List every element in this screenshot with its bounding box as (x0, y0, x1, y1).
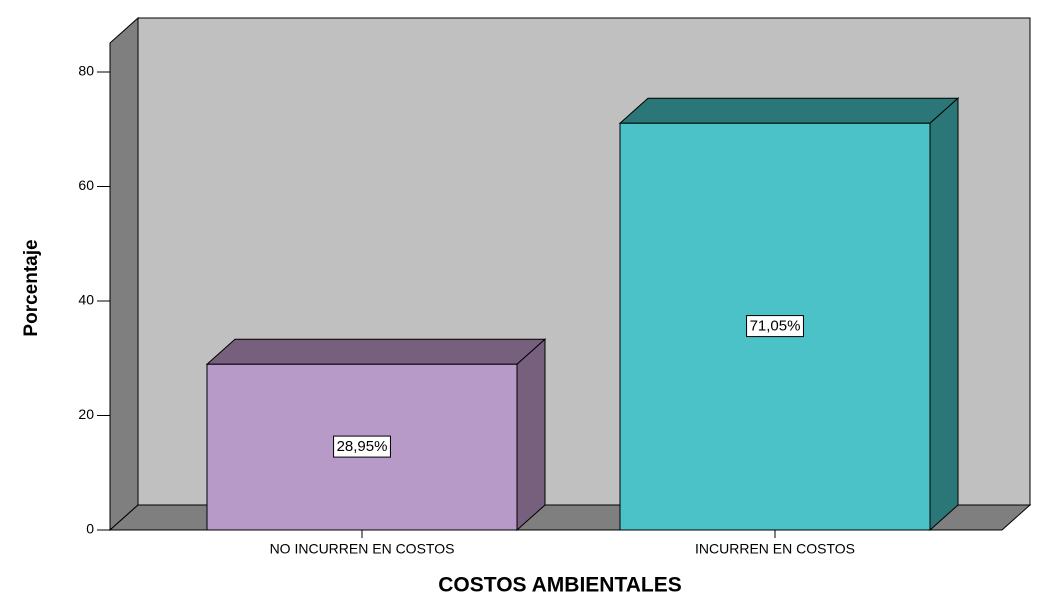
x-tick-label: INCURREN EN COSTOS (695, 541, 855, 557)
value-label-box (333, 435, 391, 458)
bar-top (205, 338, 547, 365)
y-tick-label: 0 (86, 521, 94, 537)
value-label: 28,95% (337, 438, 388, 455)
x-tick-label: NO INCURREN EN COSTOS (270, 541, 455, 557)
bar-side (929, 97, 959, 532)
y-tick-label: 40 (78, 292, 94, 308)
bar-top (618, 97, 960, 124)
y-tick-label: 80 (78, 63, 94, 79)
value-label: 71,05% (750, 318, 801, 335)
x-axis-title: COSTOS AMBIENTALES (438, 574, 681, 597)
y-axis-title: Porcentaje (21, 239, 42, 336)
y-tick-label: 20 (78, 406, 94, 422)
bar-side (516, 338, 546, 532)
y-tick-label: 60 (78, 177, 94, 193)
side-wall (109, 16, 139, 532)
value-label-box (746, 315, 804, 338)
